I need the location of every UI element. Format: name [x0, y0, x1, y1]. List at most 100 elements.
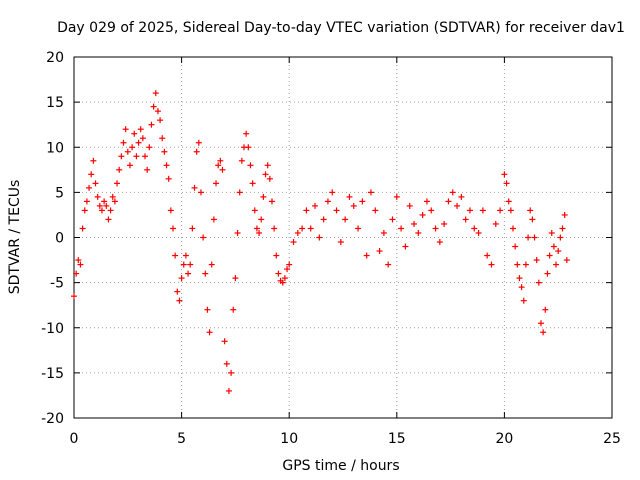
data-point: [200, 234, 207, 241]
data-point: [210, 216, 217, 223]
data-point: [247, 162, 254, 169]
data-point: [320, 216, 327, 223]
data-point: [215, 162, 222, 169]
data-point: [193, 148, 200, 155]
data-point: [120, 139, 127, 146]
data-point: [204, 306, 211, 313]
data-point: [466, 207, 473, 214]
data-point: [129, 144, 136, 151]
data-point: [83, 198, 90, 205]
grid-lines: [74, 57, 612, 418]
data-point: [245, 144, 252, 151]
data-point: [531, 234, 538, 241]
data-point: [402, 243, 409, 250]
data-point: [172, 252, 179, 259]
data-point: [228, 369, 235, 376]
data-point: [176, 297, 183, 304]
data-point: [520, 297, 527, 304]
data-point: [337, 239, 344, 246]
data-point: [441, 220, 448, 227]
chart-title: Day 029 of 2025, Sidereal Day-to-day VTE…: [57, 20, 625, 36]
data-point: [445, 198, 452, 205]
data-point: [264, 162, 271, 169]
data-point: [107, 207, 114, 214]
data-point: [217, 157, 224, 164]
data-point: [385, 261, 392, 268]
data-point: [258, 216, 265, 223]
data-point: [284, 266, 291, 273]
data-point: [393, 193, 400, 200]
data-point: [273, 252, 280, 259]
data-point: [266, 175, 273, 182]
data-point: [271, 225, 278, 232]
data-point: [475, 229, 482, 236]
y-tick-label: -20: [41, 411, 64, 427]
data-point: [333, 207, 340, 214]
x-axis-label: GPS time / hours: [282, 458, 399, 474]
data-point: [208, 261, 215, 268]
data-point: [529, 216, 536, 223]
data-point: [492, 220, 499, 227]
data-point: [185, 270, 192, 277]
data-point: [559, 225, 566, 232]
data-point: [86, 184, 93, 191]
data-point: [118, 153, 125, 160]
data-point: [359, 198, 366, 205]
data-point: [505, 198, 512, 205]
data-point: [191, 184, 198, 191]
x-tick-label: 20: [495, 431, 513, 447]
data-point: [389, 216, 396, 223]
data-point: [169, 225, 176, 232]
data-point: [350, 202, 357, 209]
data-point: [144, 166, 151, 173]
data-point: [98, 207, 105, 214]
data-point: [484, 252, 491, 259]
data-point: [419, 211, 426, 218]
data-point: [537, 320, 544, 327]
data-point: [253, 225, 260, 232]
data-point: [79, 225, 86, 232]
data-point: [522, 261, 529, 268]
data-point: [249, 180, 256, 187]
data-point: [206, 329, 213, 336]
data-point: [146, 144, 153, 151]
data-point: [436, 239, 443, 246]
data-point: [411, 220, 418, 227]
x-tick-label: 25: [603, 431, 621, 447]
y-tick-label: 20: [46, 50, 64, 66]
data-point: [406, 202, 413, 209]
data-point: [73, 270, 80, 277]
data-point: [535, 279, 542, 286]
data-points: [71, 90, 570, 394]
data-point: [275, 270, 282, 277]
data-point: [497, 207, 504, 214]
y-tick-label: -10: [41, 321, 64, 337]
data-point: [152, 90, 159, 97]
data-point: [187, 261, 194, 268]
data-point: [219, 166, 226, 173]
data-point: [503, 180, 510, 187]
data-point: [174, 288, 181, 295]
data-point: [355, 225, 362, 232]
axis-ticks: 0 5 10 15 20 25 -20 -15 -10 -5 0 5 10 15 20: [41, 50, 621, 447]
data-point: [234, 229, 241, 236]
y-tick-label: 15: [46, 95, 64, 111]
y-tick-label: -5: [50, 276, 64, 292]
data-point: [150, 103, 157, 110]
data-point: [213, 180, 220, 187]
data-point: [236, 189, 243, 196]
data-point: [260, 193, 267, 200]
data-point: [501, 171, 508, 178]
data-point: [88, 171, 95, 178]
data-point: [428, 207, 435, 214]
data-point: [557, 234, 564, 241]
data-point: [195, 139, 202, 146]
data-point: [262, 171, 269, 178]
data-point: [294, 229, 301, 236]
y-tick-label: 5: [55, 185, 64, 201]
data-point: [133, 153, 140, 160]
data-point: [462, 216, 469, 223]
data-point: [92, 180, 99, 187]
data-point: [268, 198, 275, 205]
data-point: [161, 148, 168, 155]
